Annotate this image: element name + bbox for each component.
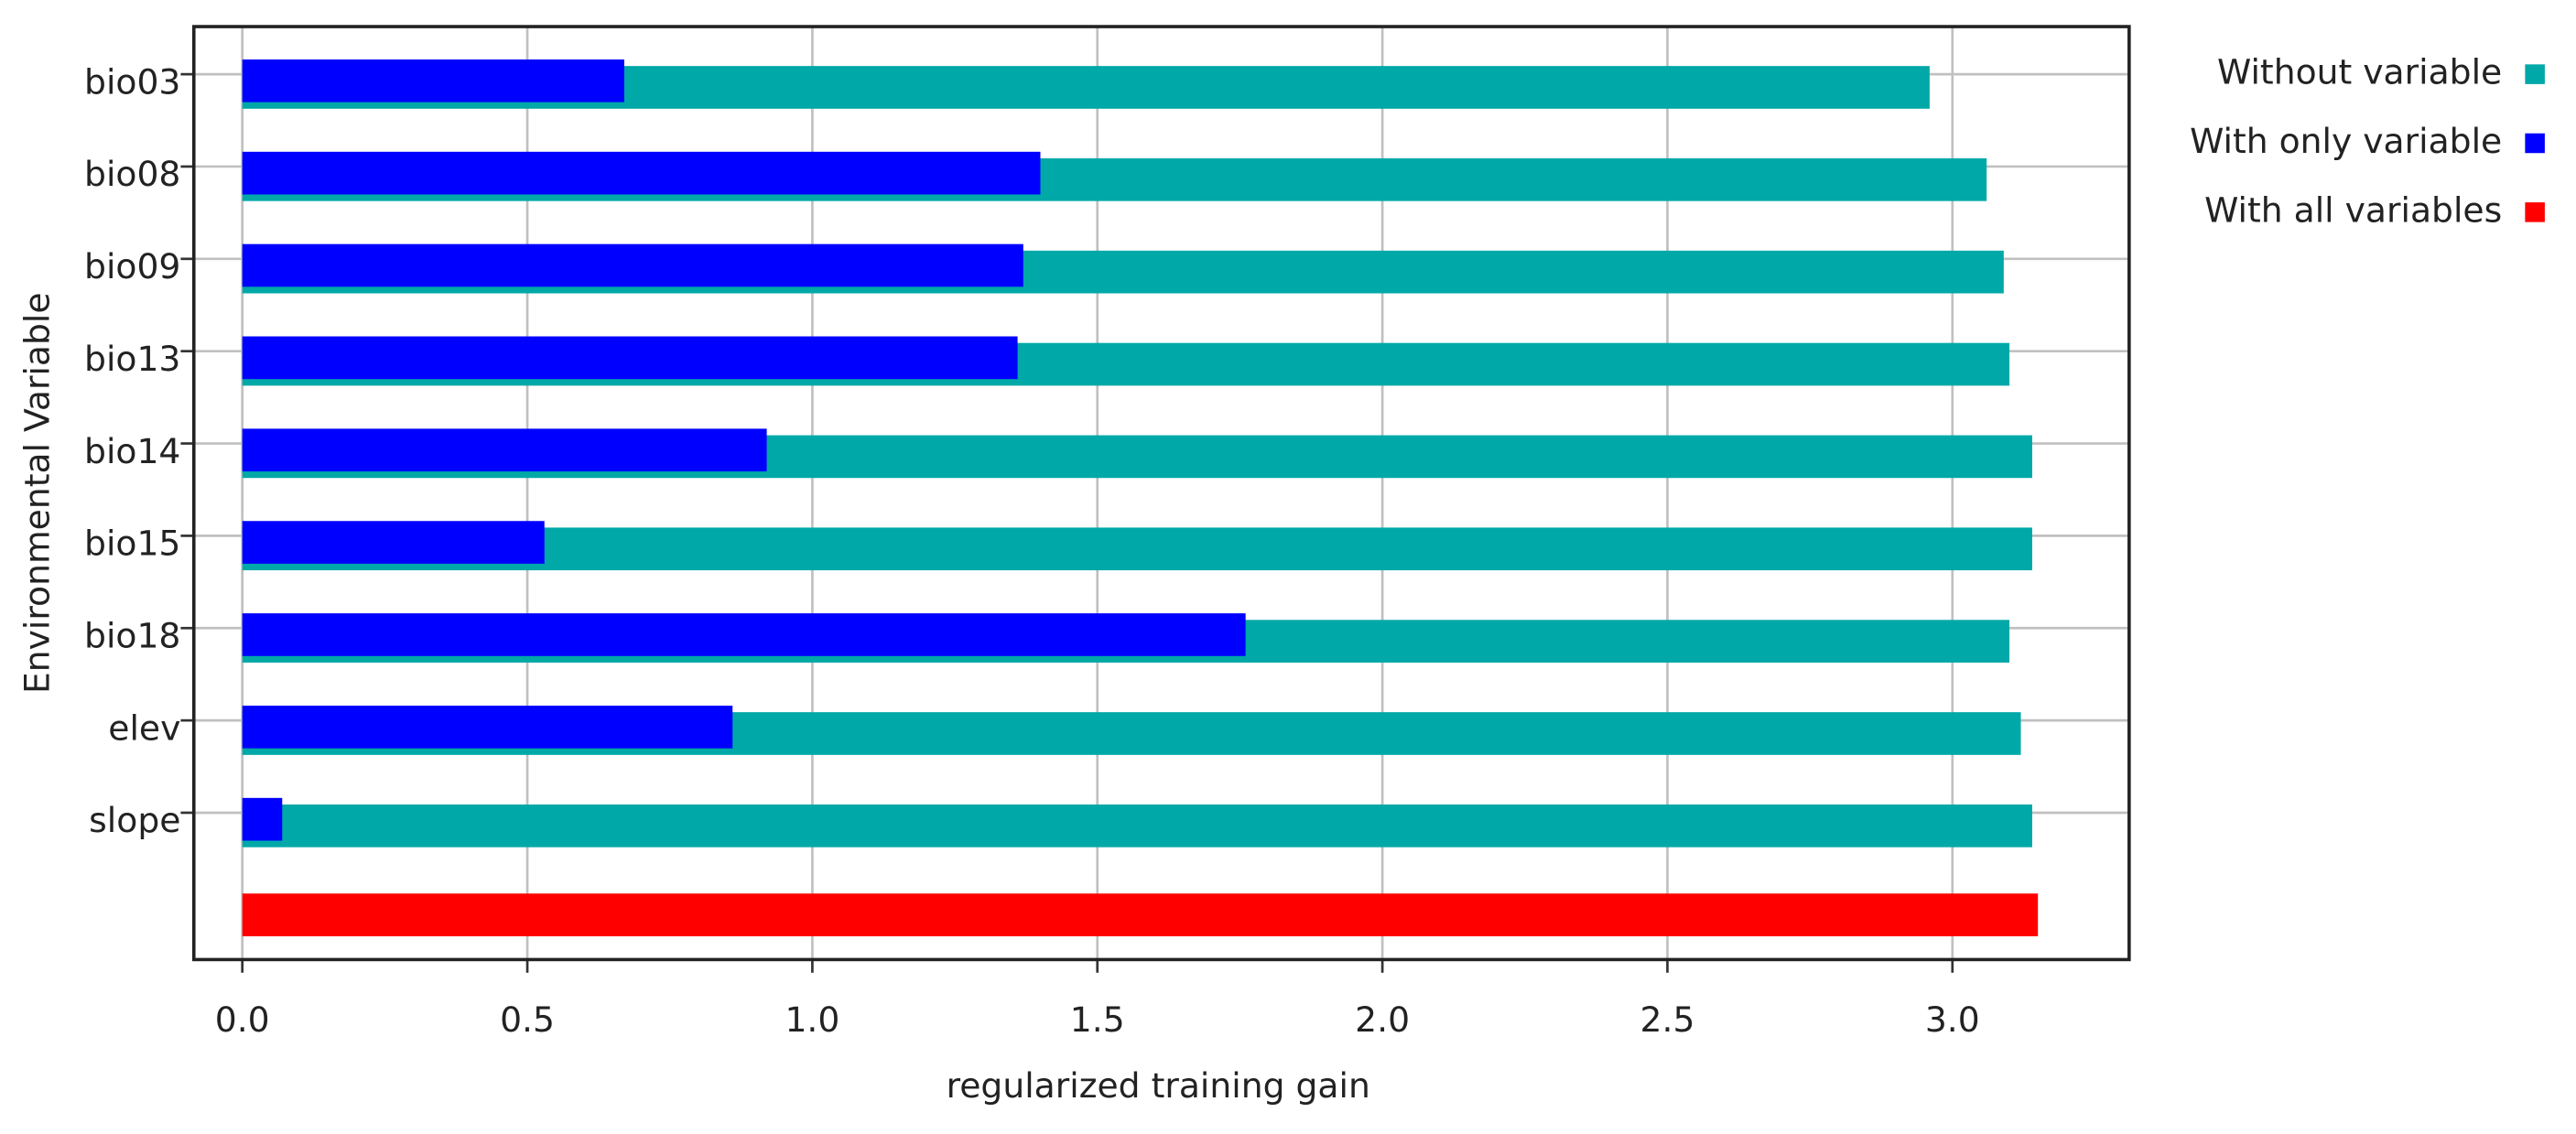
bar (242, 893, 2039, 936)
bar (242, 243, 1023, 287)
bar (242, 705, 733, 749)
y-axis-label: Environmental Variable (17, 292, 58, 694)
bar (242, 336, 1018, 380)
bars (242, 59, 2039, 936)
y-tick-label: bio13 (84, 339, 180, 379)
plot-frame (191, 25, 2131, 962)
labels: 0.0 0.5 1.0 1.5 2.0 2.5 3.0 bio03 bio08 bio09 bio1… (84, 61, 1980, 1040)
x-tick-label: 3.0 (1925, 999, 1980, 1040)
legend-swatch (2525, 133, 2545, 154)
x-tick-label: 0.5 (500, 999, 555, 1040)
y-tick-label: bio15 (84, 524, 180, 564)
bar (242, 428, 767, 472)
y-tick-label: bio18 (84, 616, 180, 656)
bar (242, 59, 624, 103)
legend-swatch (2525, 202, 2545, 222)
y-tick-label: elev (108, 707, 180, 748)
y-tick-label: bio03 (84, 61, 180, 102)
y-tick-label: bio09 (84, 246, 180, 286)
x-tick-label: 1.5 (1070, 999, 1125, 1040)
bar (242, 805, 2032, 848)
x-tick-label: 2.0 (1355, 999, 1410, 1040)
bar (242, 151, 1041, 195)
x-tick-label: 0.0 (215, 999, 270, 1040)
y-tick-label: slope (89, 800, 180, 840)
legend-label: Without variable (2217, 52, 2502, 92)
bar (242, 613, 1246, 656)
bar (242, 521, 545, 564)
y-tick-label: bio14 (84, 431, 180, 471)
legend-label: With only variable (2190, 121, 2502, 161)
x-tick-label: 2.5 (1640, 999, 1695, 1040)
x-tick-label: 1.0 (785, 999, 839, 1040)
x-axis-label: regularized training gain (947, 1065, 1370, 1106)
y-tick-label: bio08 (84, 154, 180, 194)
legend-swatch (2525, 64, 2545, 84)
bar (242, 797, 283, 841)
legend: Without variable With only variable With a… (2190, 52, 2545, 230)
legend-label: With all variables (2204, 189, 2502, 230)
